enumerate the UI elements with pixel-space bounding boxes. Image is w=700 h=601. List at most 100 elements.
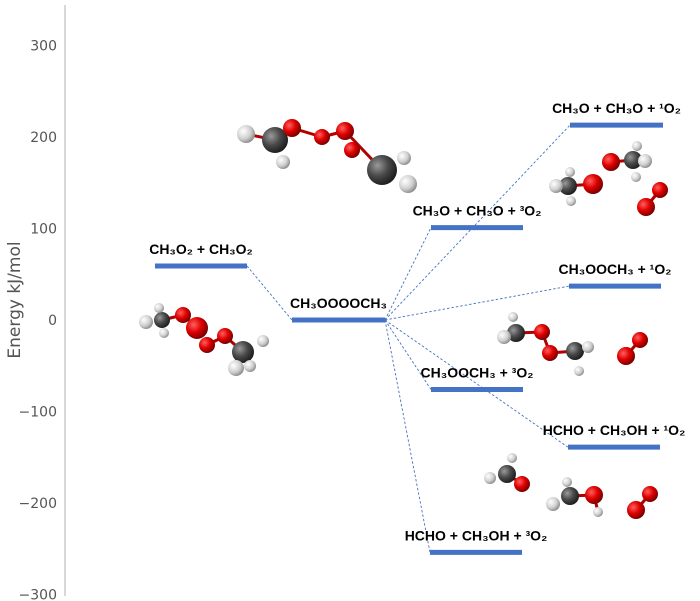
level-label: CH₃OOCH₃ + ¹O₂ — [559, 261, 672, 277]
hydrogen-atom — [399, 175, 417, 193]
level-label: HCHO + CH₃OH + ³O₂ — [405, 527, 548, 543]
oxygen-atom — [534, 324, 550, 340]
hydrogen-atom — [546, 497, 560, 511]
hydrogen-atom — [257, 335, 269, 347]
energy-level: HCHO + CH₃OH + ³O₂ — [405, 527, 548, 555]
oxygen-atom — [336, 122, 354, 140]
y-tick-label: 200 — [30, 130, 57, 146]
oxygen-atom — [175, 307, 191, 323]
hydrogen-atom — [484, 472, 496, 484]
connection-line — [384, 285, 570, 321]
level-label: HCHO + CH₃OH + ¹O₂ — [543, 422, 686, 438]
carbon-atom — [262, 127, 288, 153]
methoxy-molecule — [549, 167, 603, 206]
oxygen-atom — [632, 332, 648, 348]
hydrogen-atom — [237, 125, 255, 143]
carbon-atom — [498, 465, 516, 483]
hydrogen-atom — [276, 155, 290, 169]
oxygen-atom — [542, 345, 558, 361]
carbon-atom — [561, 487, 579, 505]
hydrogen-atom — [159, 328, 169, 338]
hydrogen-atom — [549, 179, 563, 193]
hydrogen-atom — [508, 312, 518, 322]
carbon-atom — [154, 312, 170, 328]
hydrogen-atom — [154, 303, 164, 313]
oxygen-atom — [602, 153, 620, 171]
hydrogen-atom — [631, 172, 641, 182]
oxygen-atom — [217, 328, 233, 344]
energy-level: CH₃OOCH₃ + ³O₂ — [421, 365, 534, 393]
hydrogen-atom — [397, 151, 411, 165]
level-label: CH₃O + CH₃O + ³O₂ — [413, 203, 542, 219]
methoxy-molecule — [602, 141, 652, 182]
carbon-atom — [367, 155, 397, 185]
oxygen-atom — [344, 142, 360, 158]
oxygen-atom — [283, 119, 301, 137]
formaldehyde-molecule — [484, 453, 530, 492]
oxygen-atom — [585, 486, 603, 504]
carbon-atom — [507, 324, 525, 342]
oxygen-atom — [627, 501, 645, 519]
carbon-atom — [232, 341, 254, 363]
hydrogen-atom — [497, 330, 511, 344]
hydrogen-atom — [574, 366, 584, 376]
connection-line — [384, 319, 431, 553]
carbon-atom — [559, 177, 577, 195]
y-tick-label: −100 — [19, 405, 57, 421]
molecule-images — [139, 119, 668, 519]
energy-level: CH₃O + CH₃O + ¹O₂ — [552, 100, 681, 128]
connection-line — [246, 265, 293, 321]
connections — [246, 124, 571, 553]
energy-level: CH₃OOOOCH₃ — [290, 295, 387, 323]
carbon-atom — [624, 151, 642, 169]
connection-line — [384, 319, 569, 448]
oxygen-atom — [642, 486, 658, 502]
oxygen-atom — [514, 476, 530, 492]
oxygen-atom — [199, 337, 215, 353]
oxygen-atom — [652, 182, 668, 198]
energy-level: CH₃O₂ + CH₃O₂ — [149, 241, 253, 269]
hydrogen-atom — [228, 360, 244, 376]
oxygen-atom — [314, 129, 330, 145]
y-axis-label: Energy kJ/mol — [5, 241, 25, 358]
level-label: CH₃O₂ + CH₃O₂ — [149, 241, 253, 257]
hydrogen-atom — [565, 167, 575, 177]
hydrogen-atom — [507, 453, 517, 463]
y-tick-label: 0 — [48, 313, 57, 329]
oxygen-molecule — [627, 486, 658, 519]
y-tick-label: −300 — [19, 588, 57, 601]
hydrogen-atom — [582, 341, 594, 353]
oxygen-atom — [617, 347, 635, 365]
energy-levels: CH₃O₂ + CH₃O₂ CH₃OOOOCH₃ CH₃O + CH₃O + ³O₂… — [149, 100, 686, 555]
carbon-atom — [566, 342, 584, 360]
energy-level: HCHO + CH₃OH + ¹O₂ — [543, 422, 686, 450]
hydrogen-atom — [566, 196, 576, 206]
dimethyl-tetroxide-molecule — [237, 119, 417, 193]
level-label: CH₃OOOOCH₃ — [290, 295, 387, 311]
hydrogen-atom — [638, 154, 652, 168]
hydrogen-atom — [632, 141, 642, 151]
level-label: CH₃OOCH₃ + ³O₂ — [421, 365, 534, 381]
oxygen-atom — [583, 174, 603, 194]
connection-line — [384, 319, 432, 390]
methanol-molecule — [546, 477, 603, 517]
oxygen-molecule — [637, 182, 668, 216]
hydrogen-atom — [593, 507, 603, 517]
dimethyl-peroxide-molecule — [497, 312, 594, 376]
methylperoxy-molecule — [199, 328, 269, 376]
hydrogen-atom — [562, 477, 572, 487]
methylperoxy-molecule — [139, 303, 208, 339]
hydrogen-atom — [244, 360, 256, 372]
oxygen-molecule — [617, 332, 648, 365]
y-tick-label: 100 — [30, 222, 57, 238]
oxygen-atom — [186, 317, 208, 339]
energy-level: CH₃O + CH₃O + ³O₂ — [413, 203, 542, 231]
y-axis-ticks: 300 200 100 0 −100 −200 −300 — [19, 39, 57, 601]
y-tick-label: −200 — [19, 496, 57, 512]
level-label: CH₃O + CH₃O + ¹O₂ — [552, 100, 681, 116]
connection-line — [384, 227, 432, 321]
energy-level: CH₃OOCH₃ + ¹O₂ — [559, 261, 672, 289]
oxygen-atom — [637, 198, 655, 216]
y-tick-label: 300 — [30, 39, 57, 55]
